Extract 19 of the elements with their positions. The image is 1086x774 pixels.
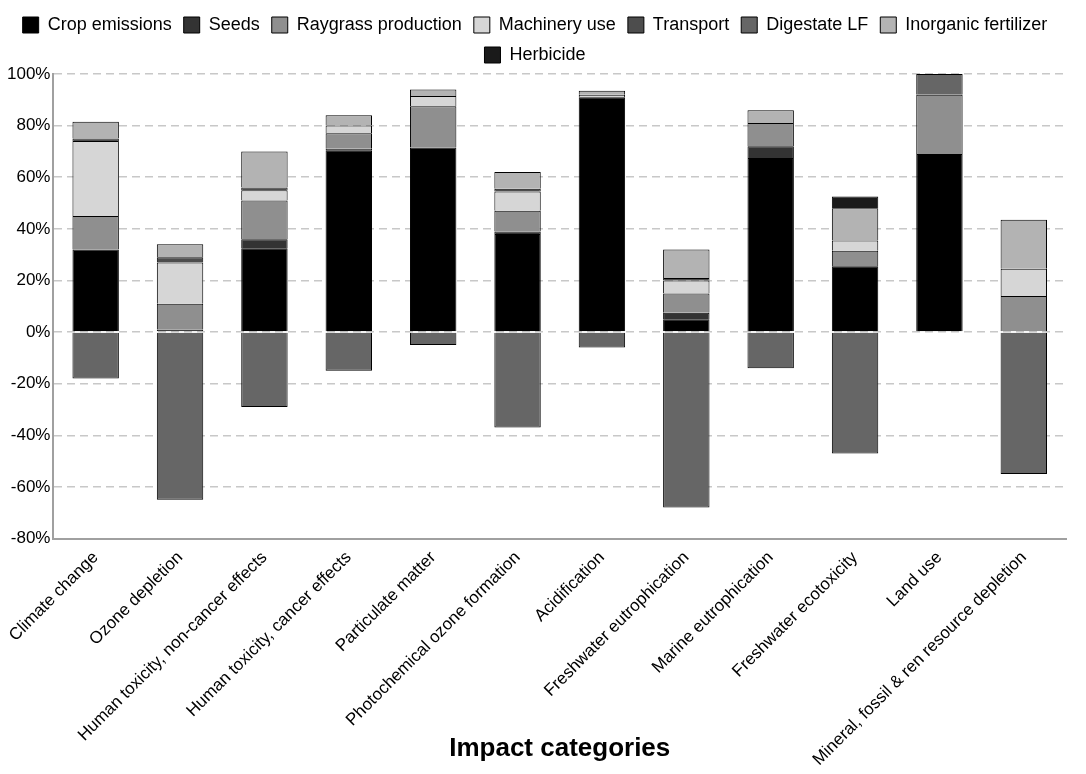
y-tick-label: -60% [10,476,51,496]
y-tick-label: 20% [16,270,51,290]
legend-label: Digestate LF [766,13,869,34]
legend-label: Herbicide [509,43,586,64]
legend-label: Inorganic fertilizer [905,13,1048,34]
y-tick-label: -40% [10,425,51,445]
y-tick-label: 40% [16,218,51,238]
y-tick-label: -20% [10,373,51,393]
y-tick-label: 100% [7,63,51,83]
y-tick-label: 80% [16,115,51,135]
y-tick-label: -80% [10,528,51,548]
legend-label: Raygrass production [296,13,462,34]
y-tick-label: 0% [25,321,51,341]
legend-label: Crop emissions [47,13,172,34]
y-tick-label: 60% [16,166,51,186]
legend-label: Machinery use [498,13,616,34]
legend-label: Transport [652,13,730,34]
x-axis-title: Impact categories [449,731,671,762]
legend-label: Seeds [208,13,260,34]
